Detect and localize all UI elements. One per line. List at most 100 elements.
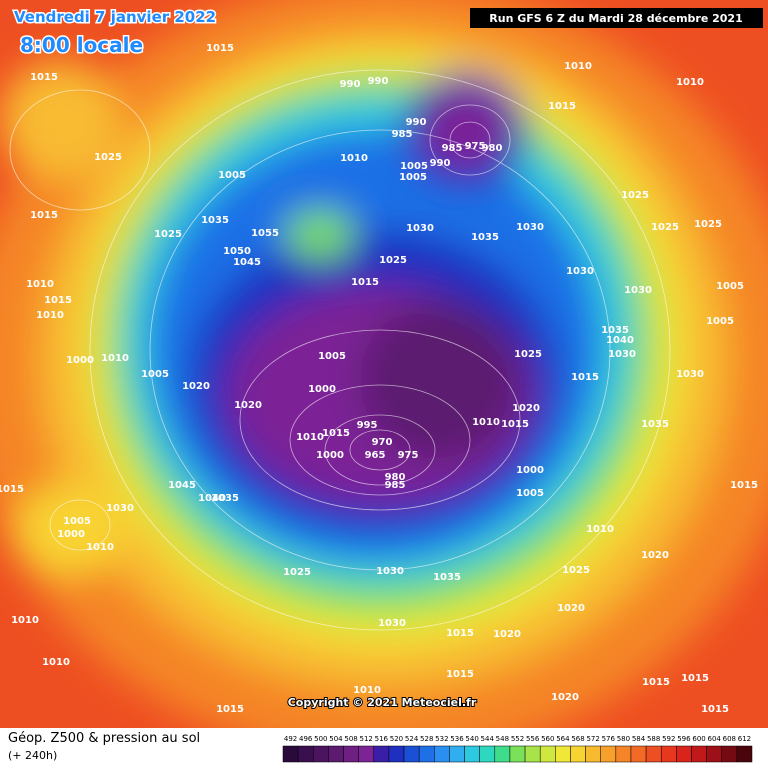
date: Vendredi 7 janvier 2022 <box>14 8 216 26</box>
isobar-label: 1020 <box>234 400 262 411</box>
scale-swatch <box>570 745 586 763</box>
isobar-label: 1015 <box>501 419 529 430</box>
isobar-label: 1030 <box>676 369 704 380</box>
isobar-label: 1020 <box>641 550 669 561</box>
isobar-label: 1015 <box>571 372 599 383</box>
isobar-label: 985 <box>385 480 406 491</box>
scale-tick-label: 540 <box>465 735 478 743</box>
isobar-label: 1000 <box>66 355 94 366</box>
isobar-label: 1020 <box>182 381 210 392</box>
scale-tick-label: 520 <box>390 735 403 743</box>
scale-tick-label: 560 <box>541 735 554 743</box>
scale-swatch <box>721 745 738 763</box>
run-info: Run GFS 6 Z du Mardi 28 décembre 2021 <box>489 12 742 25</box>
scale-swatch <box>539 745 556 763</box>
legend-title: Géop. Z500 & pression au sol <box>8 731 200 746</box>
scale-tick-label: 576 <box>602 735 616 743</box>
scale-tick-label: 552 <box>511 735 524 743</box>
isobar-label: 1020 <box>557 603 585 614</box>
scale-swatch <box>388 745 405 763</box>
isobar-label: 1035 <box>641 419 669 430</box>
isobar-label: 1015 <box>206 43 234 54</box>
scale-swatch <box>434 745 450 763</box>
color-scale: 492 496 500 504 508 512 516 520 524 528 532 536 540 5… <box>282 735 753 763</box>
scale-swatch <box>676 745 692 763</box>
isobar-label: 985 <box>392 129 413 140</box>
isobar-label: 1015 <box>548 101 576 112</box>
scale-swatch <box>645 745 662 763</box>
isobar-label: 1025 <box>154 229 182 240</box>
isobar-label: 1030 <box>608 349 636 360</box>
scale-swatch <box>600 745 617 763</box>
isobar-label: 1010 <box>353 685 381 696</box>
isobar-label: 1015 <box>216 704 244 715</box>
isobar-label: 1025 <box>621 190 649 201</box>
scale-swatch <box>358 745 375 763</box>
scale-tick-label: 572 <box>586 735 599 743</box>
isobar-label: 1005 <box>706 316 734 327</box>
isobar-label: 1015 <box>681 673 709 684</box>
scale-tick-label: 596 <box>677 735 691 743</box>
scale-tick-label: 504 <box>329 735 343 743</box>
isobar-label: 1005 <box>141 369 169 380</box>
isobar-label: 1000 <box>57 529 85 540</box>
scale-tick-label: 584 <box>632 735 646 743</box>
scale-swatch <box>403 745 420 763</box>
isobar-label: 975 <box>398 450 419 461</box>
isobar-label: 1010 <box>586 524 614 535</box>
isobar-label: 1040 <box>606 335 634 346</box>
isobar-label: 1005 <box>218 170 246 181</box>
isobar-label: 1010 <box>36 310 64 321</box>
isobar-label: 1025 <box>94 152 122 163</box>
isobar-label: 965 <box>365 450 386 461</box>
isobar-label: 990 <box>340 79 361 90</box>
isobar-label: 1010 <box>296 432 324 443</box>
isobar-label: 1030 <box>516 222 544 233</box>
scale-tick-label: 528 <box>420 735 433 743</box>
scale-tick-label: 556 <box>526 735 540 743</box>
isobar-label: 1025 <box>694 219 722 230</box>
isobar-label: 1005 <box>63 516 91 527</box>
scale-swatch <box>585 745 601 763</box>
isobar-label: 1005 <box>399 172 427 183</box>
scale-swatch <box>691 745 707 763</box>
isobar-label: 1010 <box>340 153 368 164</box>
isobar-label: 1015 <box>446 669 474 680</box>
isobar-label: 1015 <box>730 480 758 491</box>
isobar-label: 1015 <box>322 428 350 439</box>
copyright: Copyright © 2021 Meteociel.fr <box>288 696 477 709</box>
scale-tick-label: 516 <box>375 735 389 743</box>
isobar-label: 1010 <box>564 61 592 72</box>
scale-tick-label: 592 <box>662 735 675 743</box>
isobar-label: 1050 <box>223 246 251 257</box>
isobar-label: 1005 <box>716 281 744 292</box>
scale-swatch <box>630 745 647 763</box>
scale-tick-label: 600 <box>692 735 705 743</box>
isobar-label: 1015 <box>0 484 24 495</box>
isobar-label: 1010 <box>472 417 500 428</box>
isobar-label: 985 <box>442 143 463 154</box>
scale-tick-label: 544 <box>481 735 495 743</box>
scale-swatch <box>615 745 632 763</box>
isobar-label: 1035 <box>433 572 461 583</box>
isobar-label: 1020 <box>493 629 521 640</box>
scale-tick-label: 588 <box>647 735 660 743</box>
isobar-label: 990 <box>406 117 427 128</box>
isobar-label: 1005 <box>318 351 346 362</box>
isobar-label: 1015 <box>351 277 379 288</box>
isobar-label: 1025 <box>562 565 590 576</box>
isobar-label: 1015 <box>642 677 670 688</box>
legend-lead: (+ 240h) <box>8 749 57 762</box>
isobar-label: 1045 <box>233 257 261 268</box>
scale-tick-label: 612 <box>738 735 751 743</box>
isobar-label: 1040 <box>198 493 226 504</box>
isobar-label: 975 <box>465 141 486 152</box>
isobar-label: 1010 <box>676 77 704 88</box>
isobar-label: 1015 <box>30 210 58 221</box>
scale-swatch <box>494 745 511 763</box>
isobar-label: 1035 <box>601 325 629 336</box>
scale-swatch <box>524 745 541 763</box>
isobar-label: 980 <box>482 143 503 154</box>
scale-tick-label: 608 <box>723 735 736 743</box>
